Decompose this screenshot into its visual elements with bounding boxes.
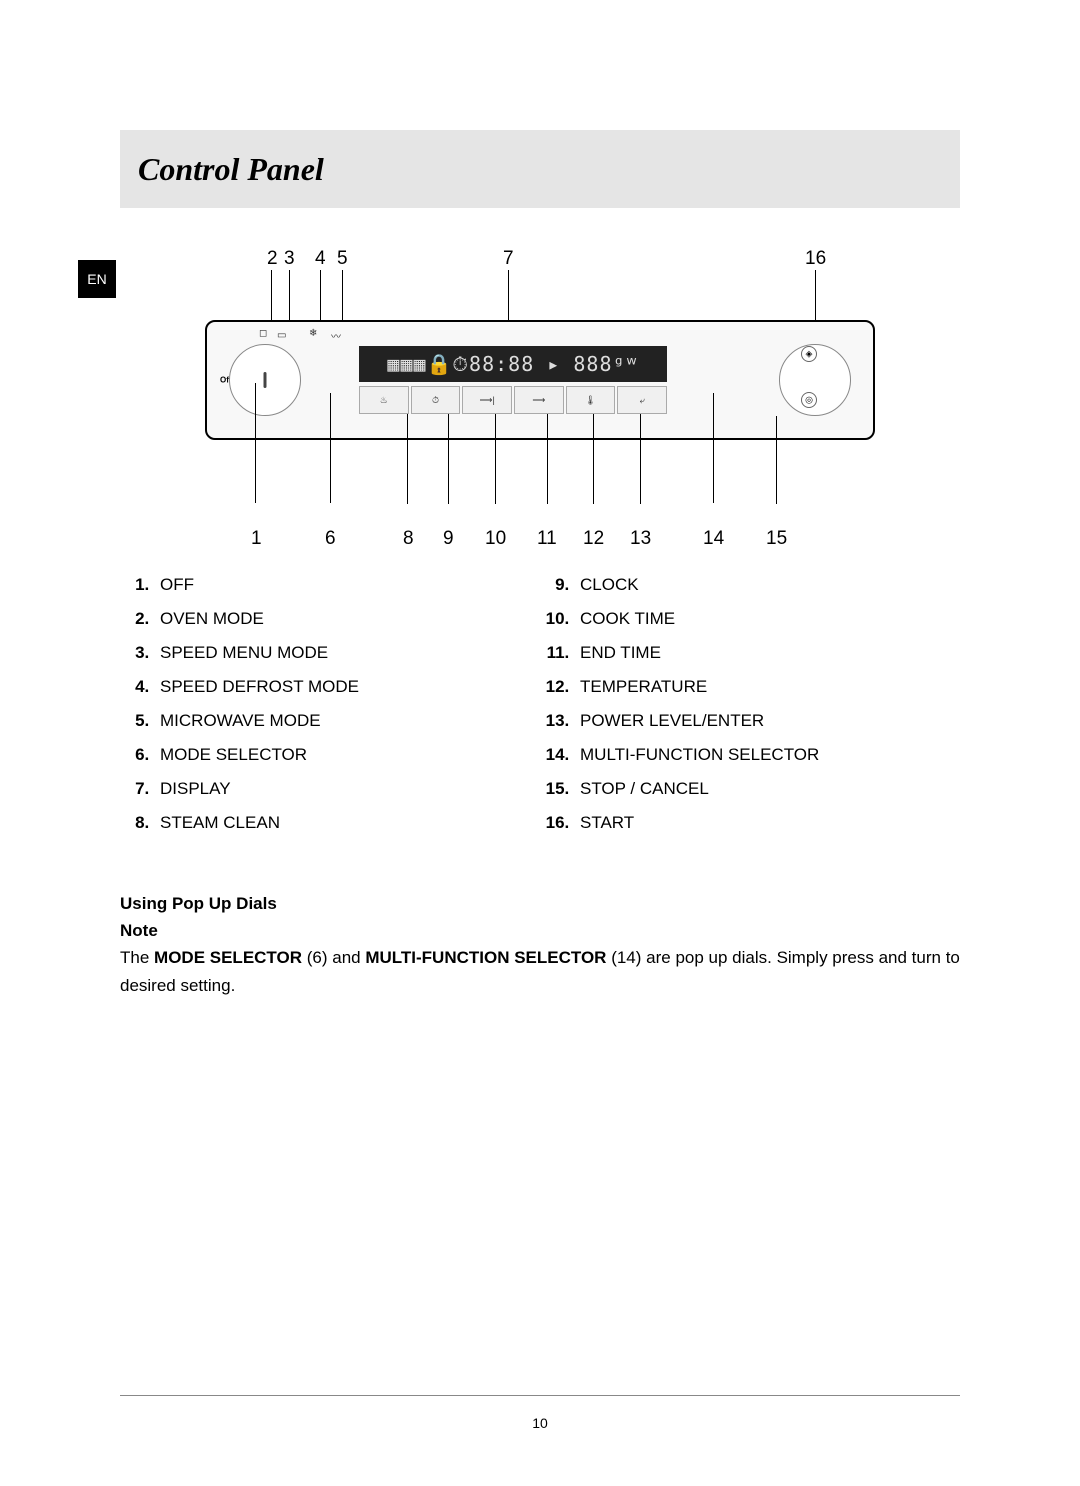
page: Control Panel EN 2 3 4 5 7 16 Off ◻ ▭ ❄ … xyxy=(0,0,1080,1486)
callout-13: 13 xyxy=(630,528,651,550)
note-title-2: Note xyxy=(120,917,960,944)
callout-15: 15 xyxy=(766,528,787,550)
legend-left-column: OFF OVEN MODE SPEED MENU MODE SPEED DEFR… xyxy=(120,568,540,840)
control-panel-diagram: 2 3 4 5 7 16 Off ◻ ▭ ❄ 〰 ▦▦▦🔒⏱88:88 ▸ 88… xyxy=(205,248,875,528)
legend: OFF OVEN MODE SPEED MENU MODE SPEED DEFR… xyxy=(120,568,960,840)
legend-item: STEAM CLEAN xyxy=(154,806,540,840)
callout-9: 9 xyxy=(443,528,454,550)
legend-item: SPEED DEFROST MODE xyxy=(154,670,540,704)
callout-10: 10 xyxy=(485,528,506,550)
legend-item: SPEED MENU MODE xyxy=(154,636,540,670)
callout-6: 6 xyxy=(325,528,336,550)
callout-7: 7 xyxy=(503,248,514,270)
callout-12: 12 xyxy=(583,528,604,550)
legend-item: START xyxy=(574,806,960,840)
steam-clean-button[interactable]: ♨ xyxy=(359,386,409,414)
language-badge: EN xyxy=(78,260,116,298)
callout-3: 3 xyxy=(284,248,295,270)
note-bold-1: MODE SELECTOR xyxy=(154,948,302,967)
note-body: The MODE SELECTOR (6) and MULTI-FUNCTION… xyxy=(120,944,960,998)
legend-right-column: CLOCK COOK TIME END TIME TEMPERATURE POW… xyxy=(540,568,960,840)
power-enter-button[interactable]: ⤶ xyxy=(617,386,667,414)
clock-button[interactable]: ⏱ xyxy=(411,386,461,414)
display-screen: ▦▦▦🔒⏱88:88 ▸ 888ᵍʷ xyxy=(359,346,667,382)
note-bold-2: MULTI-FUNCTION SELECTOR xyxy=(365,948,606,967)
temperature-button[interactable]: 🌡 xyxy=(566,386,616,414)
legend-item: POWER LEVEL/ENTER xyxy=(574,704,960,738)
stop-icon: ◎ xyxy=(805,395,813,406)
legend-item: CLOCK xyxy=(574,568,960,602)
mode-selector-dial[interactable] xyxy=(229,344,301,416)
end-time-button[interactable]: ⟶ xyxy=(514,386,564,414)
callout-8: 8 xyxy=(403,528,414,550)
legend-item: OVEN MODE xyxy=(154,602,540,636)
callout-4: 4 xyxy=(315,248,326,270)
callout-5: 5 xyxy=(337,248,348,270)
callout-16: 16 xyxy=(805,248,826,270)
callout-2: 2 xyxy=(267,248,278,270)
microwave-icon: 〰 xyxy=(331,328,341,343)
start-button[interactable]: ◈ xyxy=(801,346,817,362)
legend-item: STOP / CANCEL xyxy=(574,772,960,806)
note-block: Using Pop Up Dials Note The MODE SELECTO… xyxy=(120,890,960,999)
callout-11: 11 xyxy=(537,528,557,550)
page-number: 10 xyxy=(0,1415,1080,1431)
title-bar: Control Panel xyxy=(120,130,960,208)
stop-cancel-button[interactable]: ◎ xyxy=(801,392,817,408)
speed-menu-icon: ▭ xyxy=(277,330,286,341)
cook-time-button[interactable]: ⟶| xyxy=(462,386,512,414)
start-icon: ◈ xyxy=(806,349,813,360)
function-button-row: ♨ ⏱ ⟶| ⟶ 🌡 ⤶ xyxy=(359,386,667,414)
note-text: The xyxy=(120,948,154,967)
callout-1: 1 xyxy=(251,528,262,550)
legend-item: MODE SELECTOR xyxy=(154,738,540,772)
legend-item: MICROWAVE MODE xyxy=(154,704,540,738)
oven-mode-icon: ◻ xyxy=(259,328,267,339)
speed-defrost-icon: ❄ xyxy=(309,328,317,339)
control-panel-body: Off ◻ ▭ ❄ 〰 ▦▦▦🔒⏱88:88 ▸ 888ᵍʷ ♨ ⏱ ⟶| ⟶ … xyxy=(205,320,875,440)
footer-rule xyxy=(120,1395,960,1396)
note-text: (6) and xyxy=(302,948,365,967)
legend-item: OFF xyxy=(154,568,540,602)
legend-item: END TIME xyxy=(574,636,960,670)
legend-item: MULTI-FUNCTION SELECTOR xyxy=(574,738,960,772)
callout-14: 14 xyxy=(703,528,724,550)
legend-item: TEMPERATURE xyxy=(574,670,960,704)
page-title: Control Panel xyxy=(138,151,324,188)
note-title-1: Using Pop Up Dials xyxy=(120,890,960,917)
legend-item: COOK TIME xyxy=(574,602,960,636)
legend-item: DISPLAY xyxy=(154,772,540,806)
